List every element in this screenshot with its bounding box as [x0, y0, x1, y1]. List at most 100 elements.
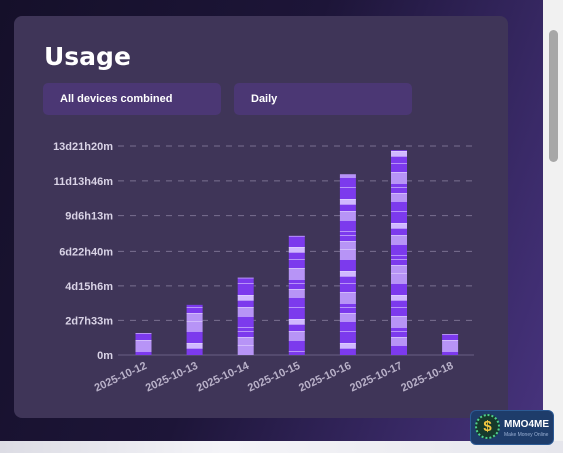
bar-segment-edge — [186, 307, 203, 308]
bar-segment-edge — [135, 351, 152, 352]
bar-2025-10-18[interactable] — [442, 334, 459, 355]
bar-segment — [288, 247, 305, 252]
bar-segment — [237, 300, 254, 307]
dollar-icon: $ — [475, 414, 500, 439]
bar-segment — [339, 348, 356, 355]
scrollbar-thumb[interactable] — [549, 30, 558, 162]
bar-segment-edge — [339, 211, 356, 212]
bar-segment-edge — [237, 316, 254, 317]
bar-segment-edge — [339, 249, 356, 250]
bar-segment-edge — [135, 333, 152, 334]
bar-segment-edge — [288, 247, 305, 248]
y-tick-label: 4d15h6m — [65, 281, 113, 293]
bar-segment-edge — [135, 340, 152, 341]
y-tick-label: 11d13h46m — [54, 176, 114, 188]
bar-2025-10-15[interactable] — [288, 235, 305, 355]
bar-segment-edge — [237, 327, 254, 328]
bar-segment-edge — [288, 297, 305, 298]
bar-segment — [237, 277, 254, 283]
bar-segment — [339, 174, 356, 177]
mmo4me-badge[interactable]: $ MMO4ME Make Money Online — [470, 410, 554, 445]
x-tick-label: 2025-10-13 — [144, 360, 200, 395]
bar-segment-edge — [391, 327, 407, 328]
bar-segment — [135, 351, 152, 355]
bar-segment — [391, 265, 407, 273]
period-filter-select[interactable]: Daily — [234, 83, 412, 115]
bar-segment — [135, 333, 152, 340]
bar-segment-edge — [186, 331, 203, 332]
bar-segment — [339, 331, 356, 343]
bar-segment — [339, 177, 356, 187]
usage-card: Usage All devices combined Daily — [14, 16, 508, 418]
bar-segment-edge — [442, 340, 459, 341]
bar-segment-edge — [391, 265, 407, 266]
bar-segment-edge — [186, 343, 203, 344]
bar-segment — [237, 345, 254, 355]
vertical-scrollbar[interactable] — [543, 0, 563, 441]
bar-segment — [288, 324, 305, 331]
bar-segment-edge — [391, 193, 407, 194]
bar-segment — [339, 211, 356, 220]
bar-segment-edge — [339, 241, 356, 242]
bar-segment — [339, 343, 356, 348]
bar-segment-edge — [391, 295, 407, 296]
bar-segment — [339, 276, 356, 283]
bar-segment-edge — [288, 351, 305, 352]
bar-segment — [288, 319, 305, 324]
bar-segment — [237, 307, 254, 316]
device-filter-select[interactable]: All devices combined — [43, 83, 221, 115]
bar-2025-10-17[interactable] — [391, 150, 407, 355]
bar-segment-edge — [186, 348, 203, 349]
bar-segment — [391, 172, 407, 183]
bar-segment-edge — [288, 340, 305, 341]
bar-segment-edge — [339, 187, 356, 188]
bar-segment — [442, 340, 459, 351]
x-tick-label: 2025-10-14 — [195, 359, 252, 394]
bar-2025-10-16[interactable] — [339, 174, 356, 355]
bar-segment-edge — [391, 259, 407, 260]
bar-segment-edge — [442, 351, 459, 352]
bar-segment-edge — [339, 231, 356, 232]
bar-segment-edge — [391, 307, 407, 308]
bar-segment-edge — [391, 156, 407, 157]
bar-segment — [391, 300, 407, 307]
x-tick-label: 2025-10-12 — [93, 360, 149, 395]
bar-segment-edge — [339, 348, 356, 349]
bar-segment — [237, 331, 254, 337]
bar-segment — [339, 235, 356, 241]
bar-segment-edge — [391, 255, 407, 256]
x-tick-label: 2025-10-16 — [297, 360, 353, 395]
y-tick-label: 0m — [97, 350, 113, 362]
bar-2025-10-13[interactable] — [186, 304, 203, 355]
bar-segment-edge — [339, 271, 356, 272]
bar-segment-edge — [237, 331, 254, 332]
badge-name: MMO4ME — [504, 419, 549, 430]
bar-segment — [237, 295, 254, 300]
bar-segment — [391, 331, 407, 337]
bar-segment-edge — [339, 259, 356, 260]
bar-segment-edge — [288, 252, 305, 253]
bar-segment-edge — [391, 151, 407, 152]
bar-segment — [442, 351, 459, 355]
bar-segment — [391, 163, 407, 172]
bar-segment-edge — [288, 319, 305, 320]
bar-segment — [237, 327, 254, 331]
bar-segment-edge — [391, 223, 407, 224]
bar-segment-edge — [288, 324, 305, 325]
bar-segment-edge — [339, 343, 356, 344]
bar-segment — [391, 228, 407, 235]
bar-segment-edge — [391, 345, 407, 346]
bar-segment — [339, 187, 356, 199]
bar-segment — [186, 321, 203, 331]
bar-2025-10-12[interactable] — [135, 333, 152, 355]
bar-2025-10-14[interactable] — [237, 277, 254, 355]
bar-segment — [391, 201, 407, 211]
bar-segment — [288, 252, 305, 259]
bar-segment — [339, 204, 356, 211]
bar-segment-edge — [288, 259, 305, 260]
bar-segment-edge — [391, 337, 407, 338]
bar-segment — [288, 340, 305, 351]
bar-segment — [186, 313, 203, 321]
bar-segment — [288, 283, 305, 289]
bar-segment-edge — [339, 283, 356, 284]
